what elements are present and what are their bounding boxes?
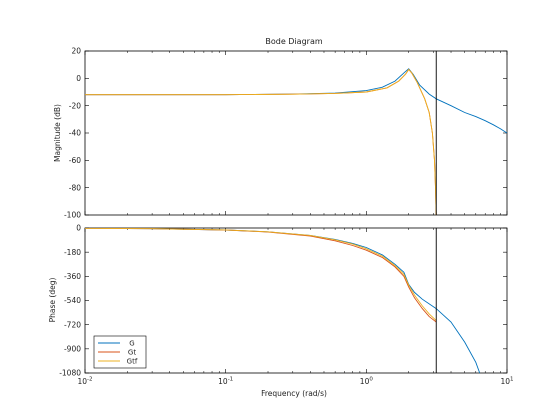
magnitude-ylabel: Magnitude (dB) (53, 104, 62, 162)
phase-ytick-label: -360 (64, 272, 81, 281)
phase-ytick-label: 0 (76, 224, 81, 233)
phase-ytick-label: -1080 (59, 369, 81, 378)
magnitude-ytick-label: -40 (69, 129, 81, 138)
magnitude-ytick-label: 0 (76, 74, 81, 83)
legend-label-gtf: Gtf (127, 358, 138, 366)
magnitude-series-gtf (85, 68, 437, 215)
magnitude-ytick-label: 20 (71, 47, 81, 56)
magnitude-ytick-label: -60 (69, 156, 81, 165)
phase-ytick-label: -180 (64, 248, 81, 257)
xtick-label: 101 (500, 377, 513, 387)
phase-ytick-label: -900 (64, 344, 81, 353)
xtick-label: 100 (360, 377, 374, 387)
phase-ytick-label: -540 (64, 296, 81, 305)
magnitude-ytick-label: -80 (69, 183, 81, 192)
phase-ytick-label: -720 (64, 320, 81, 329)
phase-panel: Phase (deg) 0-180-360-540-720-900-108010… (48, 224, 514, 386)
magnitude-ytick-label: -100 (64, 211, 81, 220)
magnitude-series-g (85, 68, 507, 134)
chart-title: Bode Diagram (265, 37, 322, 46)
phase-series-gtf (85, 228, 437, 321)
x-axis-label: Frequency (rad/s) (261, 389, 327, 398)
xtick-label: 10-1 (218, 377, 233, 387)
phase-ylabel: Phase (deg) (48, 278, 57, 323)
magnitude-panel: Magnitude (dB) 20 0 -20 -40 -60 -80 -100 (53, 47, 508, 220)
xtick-label: 10-2 (77, 377, 92, 387)
legend-label-g: G (129, 340, 134, 348)
magnitude-ytick-label: -20 (69, 101, 81, 110)
legend-label-gt: Gt (128, 349, 136, 357)
